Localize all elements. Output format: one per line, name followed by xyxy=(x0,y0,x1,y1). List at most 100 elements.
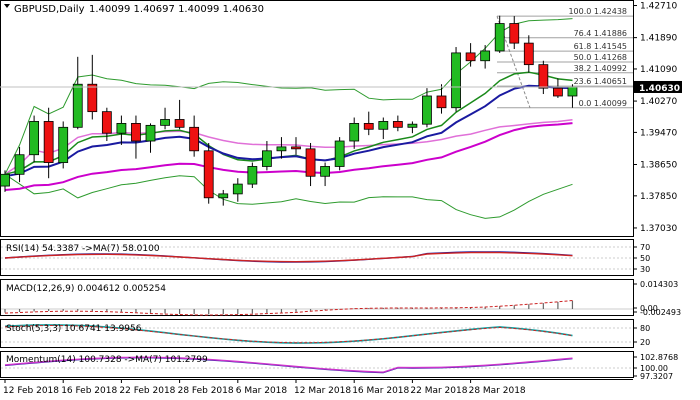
price-tick-label: 1.41890 xyxy=(640,34,677,44)
stochastic-panel: 80 20 xyxy=(1,324,650,347)
macd-histogram-bar xyxy=(513,305,515,309)
fibonacci-retracement[interactable]: 100.0 1.42438 76.4 1.41886 61.8 1.41545 50.… xyxy=(496,7,633,109)
macd-histogram-bar xyxy=(397,307,399,309)
fib-level-label: 23.6 1.40651 xyxy=(574,77,627,86)
macd-histogram-bar xyxy=(339,309,341,310)
macd-histogram-bar xyxy=(368,308,370,309)
fib-level-label: 38.2 1.40992 xyxy=(574,64,627,73)
macd-histogram-bar xyxy=(295,309,297,312)
bull-candle xyxy=(145,124,156,142)
bear-candle xyxy=(131,122,141,142)
stoch-k-line xyxy=(4,324,573,344)
bear-candle xyxy=(305,148,316,177)
momentum-panel-frame xyxy=(0,351,634,378)
fib-level-label: 76.4 1.41886 xyxy=(574,29,627,38)
rsi-panel: 70 50 30 xyxy=(1,243,650,274)
macd-histogram-bar xyxy=(120,309,122,312)
indicator-tick-label: 80 xyxy=(640,324,650,333)
stoch-label: Stoch(5,3,3) 10.6741 13.9956 xyxy=(6,324,142,334)
indicator-tick-label: 70 xyxy=(640,243,650,252)
moving-averages xyxy=(4,18,573,219)
bull-candle xyxy=(0,173,10,187)
bull-candle xyxy=(334,140,345,167)
indicator-tick-label: 50 xyxy=(640,254,650,263)
price-tick-label: 1.41090 xyxy=(640,65,677,75)
macd-histogram-bar xyxy=(237,309,239,315)
bull-candle xyxy=(14,154,25,175)
macd-signal-line xyxy=(4,300,573,316)
macd-histogram-bar xyxy=(528,304,530,309)
price-tick-label: 1.37030 xyxy=(640,224,677,234)
macd-histogram-bar xyxy=(382,307,384,309)
macd-histogram-bar xyxy=(179,309,181,314)
macd-histogram-bar xyxy=(542,303,544,309)
bull-candle xyxy=(407,123,418,128)
bull-candle xyxy=(451,52,461,109)
macd-histogram-bar xyxy=(280,309,283,313)
bear-candle xyxy=(43,121,54,163)
rsi-ma-line xyxy=(4,251,573,263)
macd-histogram-bar xyxy=(4,309,6,313)
fib-level-label: 0.0 1.40099 xyxy=(579,99,627,108)
bull-candle xyxy=(422,95,432,125)
bull-candle xyxy=(320,166,331,177)
fib-level-label: 100.0 1.42438 xyxy=(568,7,627,16)
bull-candle xyxy=(378,121,389,130)
bear-candle xyxy=(538,64,549,89)
collapse-arrow-icon[interactable] xyxy=(4,4,10,8)
bear-candle xyxy=(392,121,403,128)
chart-header-ohlc: 1.40099 1.40697 1.40099 1.40630 xyxy=(89,4,264,15)
indicator-tick-label: 0.00 xyxy=(640,304,658,313)
chart-header-symbol: GBPUSD,Daily xyxy=(14,4,85,15)
bear-candle xyxy=(465,52,476,62)
bear-candle xyxy=(363,122,374,130)
momentum-ma-line xyxy=(4,356,573,373)
indicator-tick-label: 30 xyxy=(640,265,650,274)
price-tick-label: 1.40270 xyxy=(640,97,677,107)
bear-candle xyxy=(509,23,520,44)
time-tick-label: 16 Mar 2018 xyxy=(352,386,409,396)
macd-histogram-bar xyxy=(266,309,268,314)
time-tick-label: 28 Feb 2018 xyxy=(178,386,234,396)
macd-histogram-bar xyxy=(571,300,574,309)
bull-candle xyxy=(247,166,258,185)
indicator-tick-label: 100.00 xyxy=(640,364,668,373)
bear-candle xyxy=(291,146,301,150)
bull-candle xyxy=(276,146,287,152)
sma-30-line xyxy=(4,118,573,175)
price-tick-label: 1.37850 xyxy=(640,192,677,202)
price-axis: 1.42710 1.41890 1.41090 1.40270 1.39470 1.386… xyxy=(0,2,682,234)
macd-histogram-bar xyxy=(48,309,50,312)
macd-histogram-bar xyxy=(164,309,166,314)
rsi-label: RSI(14) 54.3387 ->MA(7) 58.0100 xyxy=(6,244,160,254)
bear-candle xyxy=(87,83,98,113)
macd-histogram-bar xyxy=(208,309,210,315)
current-price-label: 1.40630 xyxy=(639,84,680,94)
ema-14-line xyxy=(4,84,573,178)
macd-histogram-bar xyxy=(484,306,486,309)
macd-histogram-bar xyxy=(193,309,195,315)
time-tick-label: 22 Feb 2018 xyxy=(119,386,175,396)
bull-candle xyxy=(494,23,505,52)
bull-candle xyxy=(567,86,578,97)
bollinger-lower-line xyxy=(4,173,573,219)
macd-panel: 0.014303 0.00-0.002493 xyxy=(1,280,681,317)
stoch-panel-frame xyxy=(0,319,634,348)
macd-histogram-bar xyxy=(353,308,355,309)
macd-histogram-bar xyxy=(77,309,79,311)
candlesticks xyxy=(0,15,578,206)
panel-frames xyxy=(0,0,634,378)
macd-label: MACD(12,26,9) 0.004612 0.005254 xyxy=(6,284,166,294)
macd-histogram-bar xyxy=(33,309,35,312)
time-tick-label: 12 Feb 2018 xyxy=(3,386,59,396)
macd-histogram-bar xyxy=(18,309,21,312)
price-tick-label: 1.38650 xyxy=(640,161,677,171)
macd-histogram-bar xyxy=(557,301,559,309)
indicator-tick-label: 97.3207 xyxy=(640,372,673,381)
bear-candle xyxy=(174,119,185,128)
time-tick-label: 6 Mar 2018 xyxy=(236,386,288,396)
time-tick-label: 12 Mar 2018 xyxy=(294,386,351,396)
bear-candle xyxy=(523,42,534,66)
